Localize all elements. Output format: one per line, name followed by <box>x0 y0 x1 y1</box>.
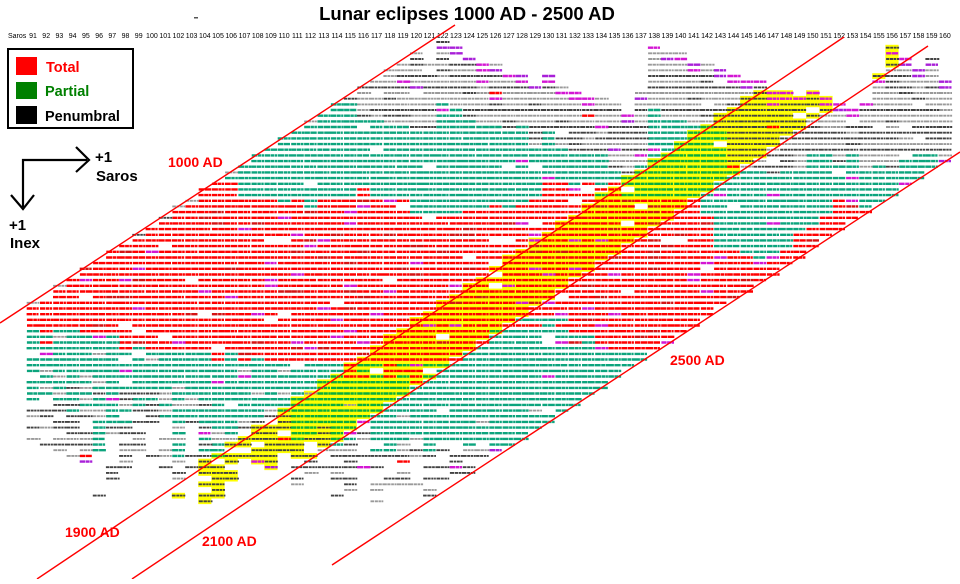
svg-text:+1: +1 <box>9 217 26 234</box>
svg-text:104: 104 <box>199 33 211 40</box>
svg-text:150: 150 <box>807 33 819 40</box>
svg-text:124: 124 <box>463 33 475 40</box>
svg-text:114: 114 <box>331 33 342 40</box>
svg-text:142: 142 <box>701 33 713 40</box>
svg-text:93: 93 <box>56 33 64 40</box>
svg-text:97: 97 <box>108 33 116 40</box>
svg-text:149: 149 <box>794 33 806 40</box>
svg-text:95: 95 <box>82 33 90 40</box>
svg-text:138: 138 <box>648 33 660 40</box>
svg-text:121: 121 <box>424 33 436 40</box>
svg-text:120: 120 <box>410 33 422 40</box>
svg-text:99: 99 <box>135 33 143 40</box>
svg-text:Saros: Saros <box>96 168 138 185</box>
svg-text:122: 122 <box>437 33 449 40</box>
svg-text:143: 143 <box>714 33 726 40</box>
svg-text:100: 100 <box>146 33 158 40</box>
svg-text:135: 135 <box>609 33 621 40</box>
svg-text:159: 159 <box>926 33 938 40</box>
svg-text:107: 107 <box>239 33 251 40</box>
svg-text:152: 152 <box>833 33 845 40</box>
svg-text:130: 130 <box>543 33 555 40</box>
svg-text:157: 157 <box>899 33 911 40</box>
svg-text:147: 147 <box>767 33 779 40</box>
svg-text:96: 96 <box>95 33 103 40</box>
svg-text:128: 128 <box>516 33 528 40</box>
svg-text:Penumbral: Penumbral <box>45 109 120 125</box>
svg-text:91: 91 <box>29 33 37 40</box>
svg-text:92: 92 <box>42 33 50 40</box>
svg-text:148: 148 <box>780 33 792 40</box>
svg-text:Partial: Partial <box>45 84 89 100</box>
svg-text:98: 98 <box>122 33 130 40</box>
svg-text:140: 140 <box>675 33 687 40</box>
svg-text:+1: +1 <box>95 149 112 166</box>
svg-text:2500 AD: 2500 AD <box>670 352 725 368</box>
svg-text:123: 123 <box>450 33 462 40</box>
svg-text:131: 131 <box>556 33 568 40</box>
svg-text:145: 145 <box>741 33 753 40</box>
svg-text:94: 94 <box>69 33 77 40</box>
svg-text:102: 102 <box>173 33 185 40</box>
svg-text:118: 118 <box>384 33 395 40</box>
svg-text:125: 125 <box>476 33 488 40</box>
svg-text:146: 146 <box>754 33 766 40</box>
svg-text:156: 156 <box>886 33 898 40</box>
svg-text:151: 151 <box>820 33 832 40</box>
svg-text:116: 116 <box>358 33 369 40</box>
svg-text:105: 105 <box>212 33 224 40</box>
svg-text:2100 AD: 2100 AD <box>202 533 257 549</box>
svg-text:127: 127 <box>503 33 515 40</box>
svg-text:1900 AD: 1900 AD <box>65 524 120 540</box>
svg-text:Inex: Inex <box>10 235 41 252</box>
svg-text:137: 137 <box>635 33 647 40</box>
svg-text:108: 108 <box>252 33 264 40</box>
svg-text:155: 155 <box>873 33 885 40</box>
svg-text:115: 115 <box>345 33 356 40</box>
svg-text:103: 103 <box>186 33 198 40</box>
svg-text:Lunar eclipses 1000 AD - 2500: Lunar eclipses 1000 AD - 2500 AD <box>319 3 615 24</box>
svg-text:144: 144 <box>728 33 740 40</box>
svg-text:160: 160 <box>939 33 951 40</box>
svg-text:154: 154 <box>860 33 872 40</box>
svg-text:153: 153 <box>847 33 859 40</box>
svg-text:Total: Total <box>46 60 80 76</box>
svg-text:Saros: Saros <box>8 33 27 40</box>
svg-text:117: 117 <box>371 33 382 40</box>
svg-text:139: 139 <box>662 33 674 40</box>
svg-text:106: 106 <box>225 33 237 40</box>
svg-text:112: 112 <box>305 33 316 40</box>
svg-text:113: 113 <box>318 33 329 40</box>
svg-text:134: 134 <box>595 33 607 40</box>
svg-text:111: 111 <box>292 33 303 40</box>
svg-text:110: 110 <box>279 33 290 40</box>
svg-text:158: 158 <box>913 33 925 40</box>
svg-text:141: 141 <box>688 33 700 40</box>
svg-text:126: 126 <box>490 33 502 40</box>
svg-text:101: 101 <box>159 33 171 40</box>
svg-text:133: 133 <box>582 33 594 40</box>
svg-text:129: 129 <box>529 33 541 40</box>
svg-text:136: 136 <box>622 33 634 40</box>
svg-text:1000 AD: 1000 AD <box>168 154 223 170</box>
svg-text:109: 109 <box>265 33 277 40</box>
svg-text:132: 132 <box>569 33 581 40</box>
svg-text:119: 119 <box>397 33 408 40</box>
